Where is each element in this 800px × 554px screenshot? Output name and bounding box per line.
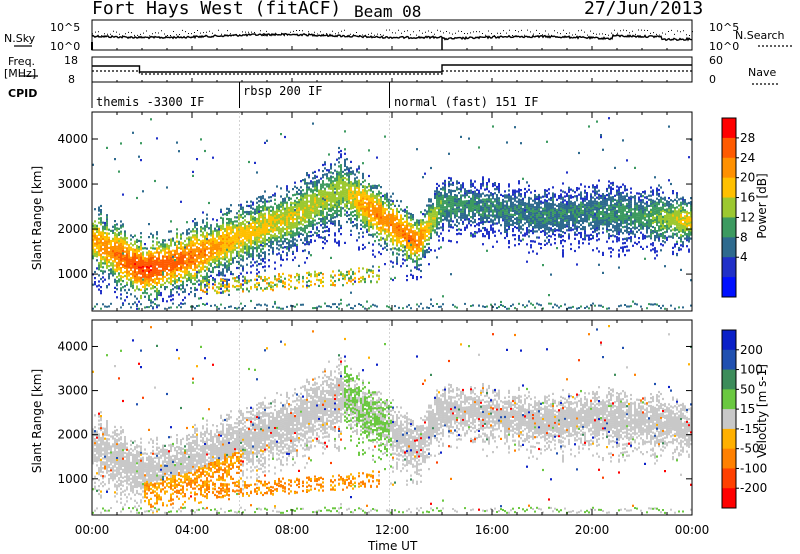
velocity-colorbar-swatch-7 — [722, 468, 736, 489]
cpid-segment-1: themis -3300 IF — [96, 95, 205, 109]
velocity-colorbar-label-4: -15 — [740, 422, 760, 436]
power-colorbar-label-0: 28 — [740, 131, 755, 145]
power-colorbar-label-6: 4 — [740, 250, 748, 264]
power-colorbar-swatch-0 — [722, 118, 736, 139]
power-colorbar-label-1: 24 — [740, 151, 755, 165]
noise-right-tick-top: 10^5 — [709, 21, 740, 34]
power-ytick-label-3000: 3000 — [57, 177, 88, 191]
cpid-segment-2: rbsp 200 IF — [243, 84, 323, 98]
velocity-colorbar-frame — [721, 329, 737, 509]
velocity-colorbar-label-5: -50 — [740, 442, 760, 456]
xtick-label-0: 00:00 — [75, 523, 110, 537]
power-colorbar-swatch-8 — [722, 277, 736, 298]
station-title: Fort Hays West (fitACF) — [92, 0, 342, 19]
noise-sky-line — [91, 32, 693, 42]
xtick-label-3: 12:00 — [375, 523, 410, 537]
freq-line — [92, 64, 692, 73]
xtick-label-2: 08:00 — [275, 523, 310, 537]
velocity-ytick-label-1000: 1000 — [57, 472, 88, 486]
freq-label: Freq. — [8, 55, 36, 68]
power-colorbar-swatch-1 — [722, 137, 736, 159]
power-colorbar-swatch-7 — [722, 257, 736, 278]
power-colorbar-swatch-5 — [722, 217, 736, 238]
power-colorbar-swatch-2 — [722, 157, 736, 179]
power-colorbar-swatch-3 — [722, 177, 736, 199]
velocity-ytick-label-4000: 4000 — [57, 339, 88, 353]
velocity-colorbar-swatch-5 — [722, 428, 736, 450]
noise-search-dots — [92, 29, 693, 37]
velocity-colorbar-swatch-6 — [722, 448, 736, 469]
xtick-label-1: 04:00 — [175, 523, 210, 537]
freq-left-tick-bottom: 8 — [68, 73, 75, 86]
velocity-ytick-label-2000: 2000 — [57, 428, 88, 442]
xtick-label-4: 16:00 — [475, 523, 510, 537]
beam-title: Beam 08 — [354, 2, 422, 21]
nave-line — [92, 70, 692, 75]
velocity-ytick-label-3000: 3000 — [57, 384, 88, 398]
velocity-colorbar-swatch-1 — [722, 349, 736, 371]
xaxis-label: Time UT — [368, 539, 418, 553]
noise-left-tick-top: 10^5 — [50, 21, 81, 34]
velocity-colorbar-swatch-3 — [722, 389, 736, 410]
velocity-colorbar-swatch-4 — [722, 409, 736, 430]
power-colorbar-swatch-6 — [722, 237, 736, 258]
power-ytick-label-1000: 1000 — [57, 267, 88, 281]
velocity-colorbar-label-6: -100 — [740, 461, 767, 475]
velocity-colorbar-label-0: 200 — [740, 343, 763, 357]
nsearch-label: N.Search — [735, 29, 785, 42]
freq-unit-label: [MHz] — [4, 67, 37, 80]
freq-right-tick-bottom: 0 — [709, 73, 716, 86]
freq-left-tick-top: 18 — [64, 54, 78, 67]
power-colorbar-label-3: 16 — [740, 191, 755, 205]
velocity-colorbar-swatch-2 — [722, 369, 736, 390]
cpid-segment-3: normal (fast) 151 IF — [394, 95, 539, 109]
power-colorbar-frame — [721, 117, 737, 298]
power-colorbar-label-5: 8 — [740, 230, 748, 244]
power-colorbar-label-4: 12 — [740, 210, 755, 224]
power-colorbar-label-2: 20 — [740, 171, 755, 185]
power-ytick-label-2000: 2000 — [57, 222, 88, 236]
power-ytick-label-4000: 4000 — [57, 132, 88, 146]
freq-right-tick-top: 60 — [709, 54, 723, 67]
power-colorbar-swatch-4 — [722, 197, 736, 218]
noise-panel-frame — [91, 19, 693, 51]
velocity-colorbar-swatch-8 — [722, 488, 736, 509]
power-scatter-cells — [92, 117, 692, 310]
xtick-label-5: 20:00 — [575, 523, 610, 537]
cpid-label: CPID — [8, 87, 38, 100]
noise-left-tick-bottom: 10^0 — [50, 40, 81, 53]
velocity-scatter-cells — [92, 325, 692, 514]
velocity-colorbar-label-3: 15 — [740, 402, 755, 416]
velocity-colorbar-label-7: -200 — [740, 481, 767, 495]
xtick-label-6: 00:00 — [675, 523, 710, 537]
date-title: 27/Jun/2013 — [584, 0, 704, 19]
velocity-colorbar-label-2: 50 — [740, 382, 755, 396]
noise-right-tick-bottom: 10^0 — [709, 40, 740, 53]
nave-label: Nave — [748, 66, 777, 79]
nsky-label: N.Sky — [4, 32, 36, 45]
velocity-colorbar-label-1: 100 — [740, 363, 763, 377]
velocity-colorbar-swatch-0 — [722, 330, 736, 351]
